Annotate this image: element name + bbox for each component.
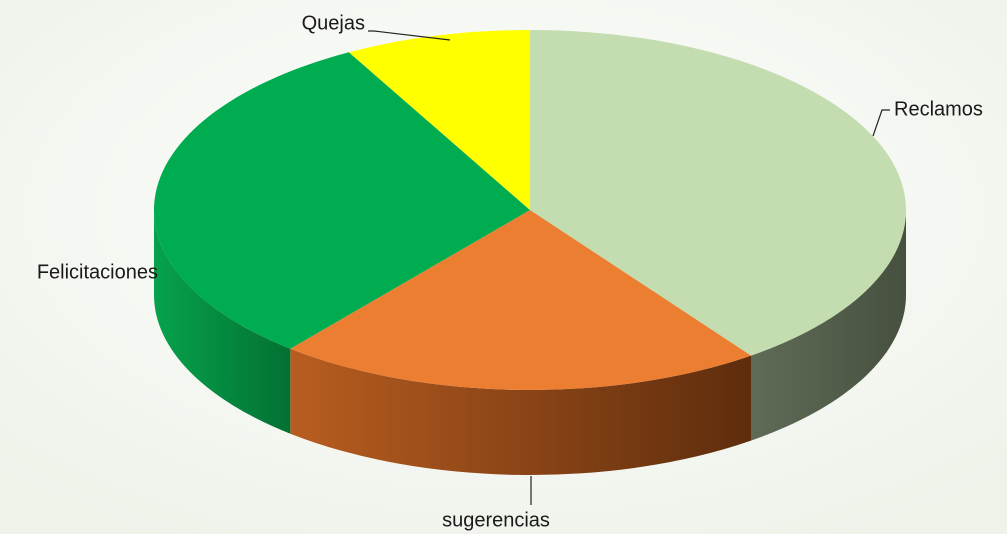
pie-side-felicitaciones — [154, 210, 291, 434]
pie-side-sugerencias — [290, 348, 752, 475]
pie-label-quejas: Quejas — [302, 12, 365, 34]
leader-line-quejas — [368, 30, 451, 41]
pie-top-faces — [153, 29, 906, 390]
pie-side-reclamos — [751, 210, 906, 441]
pie-slice-reclamos — [530, 30, 906, 356]
leader-line-reclamos — [872, 109, 890, 137]
pie-label-sugerencias: sugerencias — [442, 509, 550, 531]
pie-slice-felicitaciones — [153, 52, 530, 349]
pie-side-walls — [154, 210, 906, 475]
pie-label-felicitaciones: Felicitaciones — [37, 261, 158, 283]
pie-label-reclamos: Reclamos — [894, 98, 983, 120]
pie-labels: Reclamos sugerencias Felicitaciones Quej… — [37, 12, 983, 531]
pie-slice-quejas — [348, 29, 530, 210]
pie-slice-sugerencias — [290, 210, 752, 390]
